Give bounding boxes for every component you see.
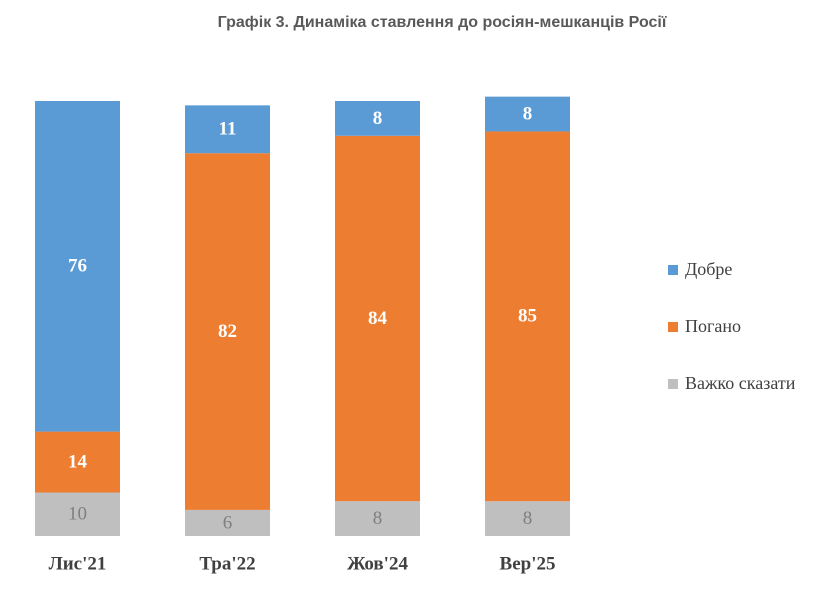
x-tick-label: Лис'21 bbox=[49, 553, 107, 574]
value-label: 8 bbox=[523, 508, 533, 529]
value-label: 11 bbox=[219, 119, 237, 140]
bar-segment bbox=[35, 431, 120, 493]
value-label: 14 bbox=[68, 451, 88, 472]
legend-swatch bbox=[668, 265, 678, 275]
x-tick-label: Вер'25 bbox=[500, 553, 556, 574]
legend-label: Погано bbox=[685, 316, 741, 336]
bar-segment bbox=[35, 101, 120, 432]
bar-segment bbox=[185, 153, 270, 510]
bar-segment bbox=[485, 96, 570, 132]
legend-label: Добре bbox=[685, 259, 732, 279]
value-label: 6 bbox=[223, 512, 233, 533]
value-label: 76 bbox=[68, 256, 87, 277]
value-label: 85 bbox=[518, 306, 537, 327]
value-label: 10 bbox=[68, 504, 87, 525]
bar-segment bbox=[35, 492, 120, 536]
value-label: 8 bbox=[373, 108, 383, 129]
bar-segment bbox=[335, 135, 420, 502]
value-label: 8 bbox=[523, 103, 533, 124]
bar-segment bbox=[335, 501, 420, 536]
bar-segment bbox=[185, 509, 270, 536]
bar-segment bbox=[485, 131, 570, 502]
value-label: 82 bbox=[218, 321, 237, 342]
value-label: 84 bbox=[368, 308, 388, 329]
legend-swatch bbox=[668, 379, 678, 389]
legend-label: Важко сказати bbox=[685, 373, 796, 393]
bar-segment bbox=[485, 501, 570, 536]
value-label: 8 bbox=[373, 508, 383, 529]
bar-segment bbox=[335, 101, 420, 136]
bar-segment bbox=[185, 105, 270, 154]
legend-swatch bbox=[668, 322, 678, 332]
x-tick-label: Жов'24 bbox=[347, 553, 408, 574]
x-tick-label: Тра'22 bbox=[199, 553, 255, 574]
chart-title: Графік 3. Динаміка ставлення до росіян-м… bbox=[218, 14, 667, 31]
